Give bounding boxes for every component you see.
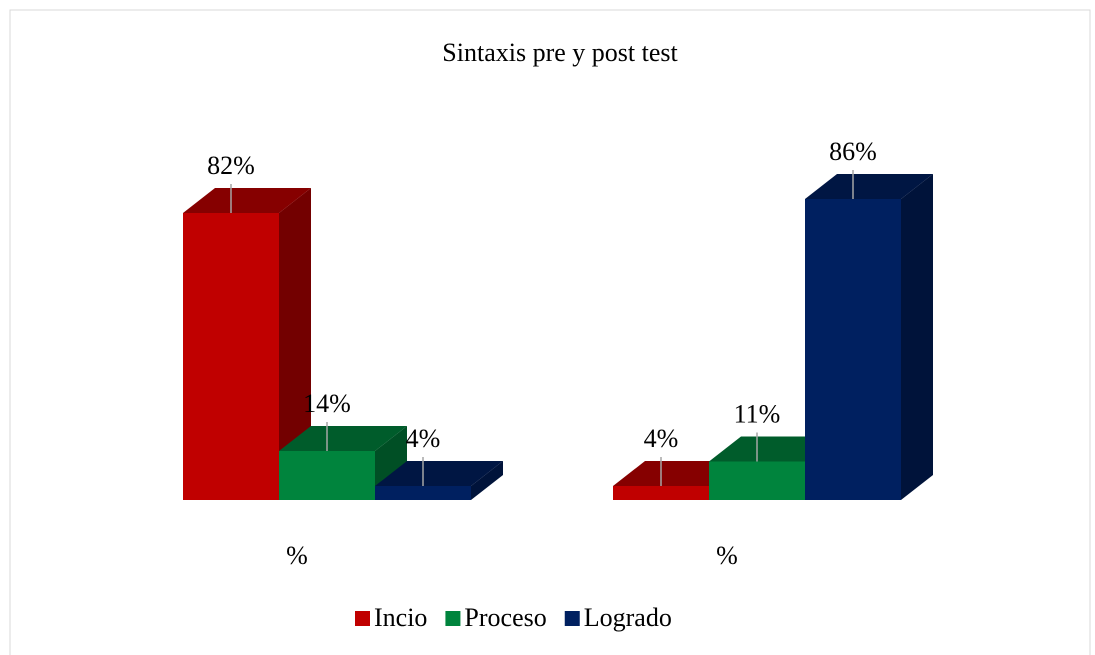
bar-side bbox=[901, 174, 933, 500]
legend-swatch bbox=[445, 611, 461, 626]
bar bbox=[183, 188, 311, 500]
bar-front bbox=[805, 199, 901, 500]
bar-front bbox=[709, 461, 805, 500]
bar-front bbox=[183, 213, 279, 500]
bar-top bbox=[183, 188, 311, 213]
bar-top bbox=[279, 426, 407, 451]
bar-side bbox=[279, 188, 311, 500]
bar-top bbox=[375, 461, 503, 486]
data-label: 4% bbox=[406, 424, 441, 453]
bar-front bbox=[279, 451, 375, 500]
data-label: 4% bbox=[644, 424, 679, 453]
data-label: 86% bbox=[829, 137, 877, 166]
chart-title: Sintaxis pre y post test bbox=[442, 38, 678, 67]
legend-swatch bbox=[355, 611, 370, 626]
legend-label: Incio bbox=[374, 603, 427, 632]
legend-swatch bbox=[564, 611, 580, 626]
legend-label: Logrado bbox=[584, 603, 672, 632]
bar bbox=[805, 174, 933, 500]
bar bbox=[375, 461, 503, 500]
data-label: 11% bbox=[734, 399, 781, 428]
bar-top bbox=[805, 174, 933, 199]
data-label: 82% bbox=[207, 151, 255, 180]
x-tick-label: % bbox=[286, 541, 308, 570]
data-label: 14% bbox=[303, 389, 351, 418]
bar-side bbox=[471, 461, 503, 500]
bar-front bbox=[375, 486, 471, 500]
legend-label: Proceso bbox=[464, 603, 546, 632]
bar-front bbox=[613, 486, 709, 500]
bar bbox=[279, 426, 407, 500]
x-tick-label: % bbox=[716, 541, 738, 570]
